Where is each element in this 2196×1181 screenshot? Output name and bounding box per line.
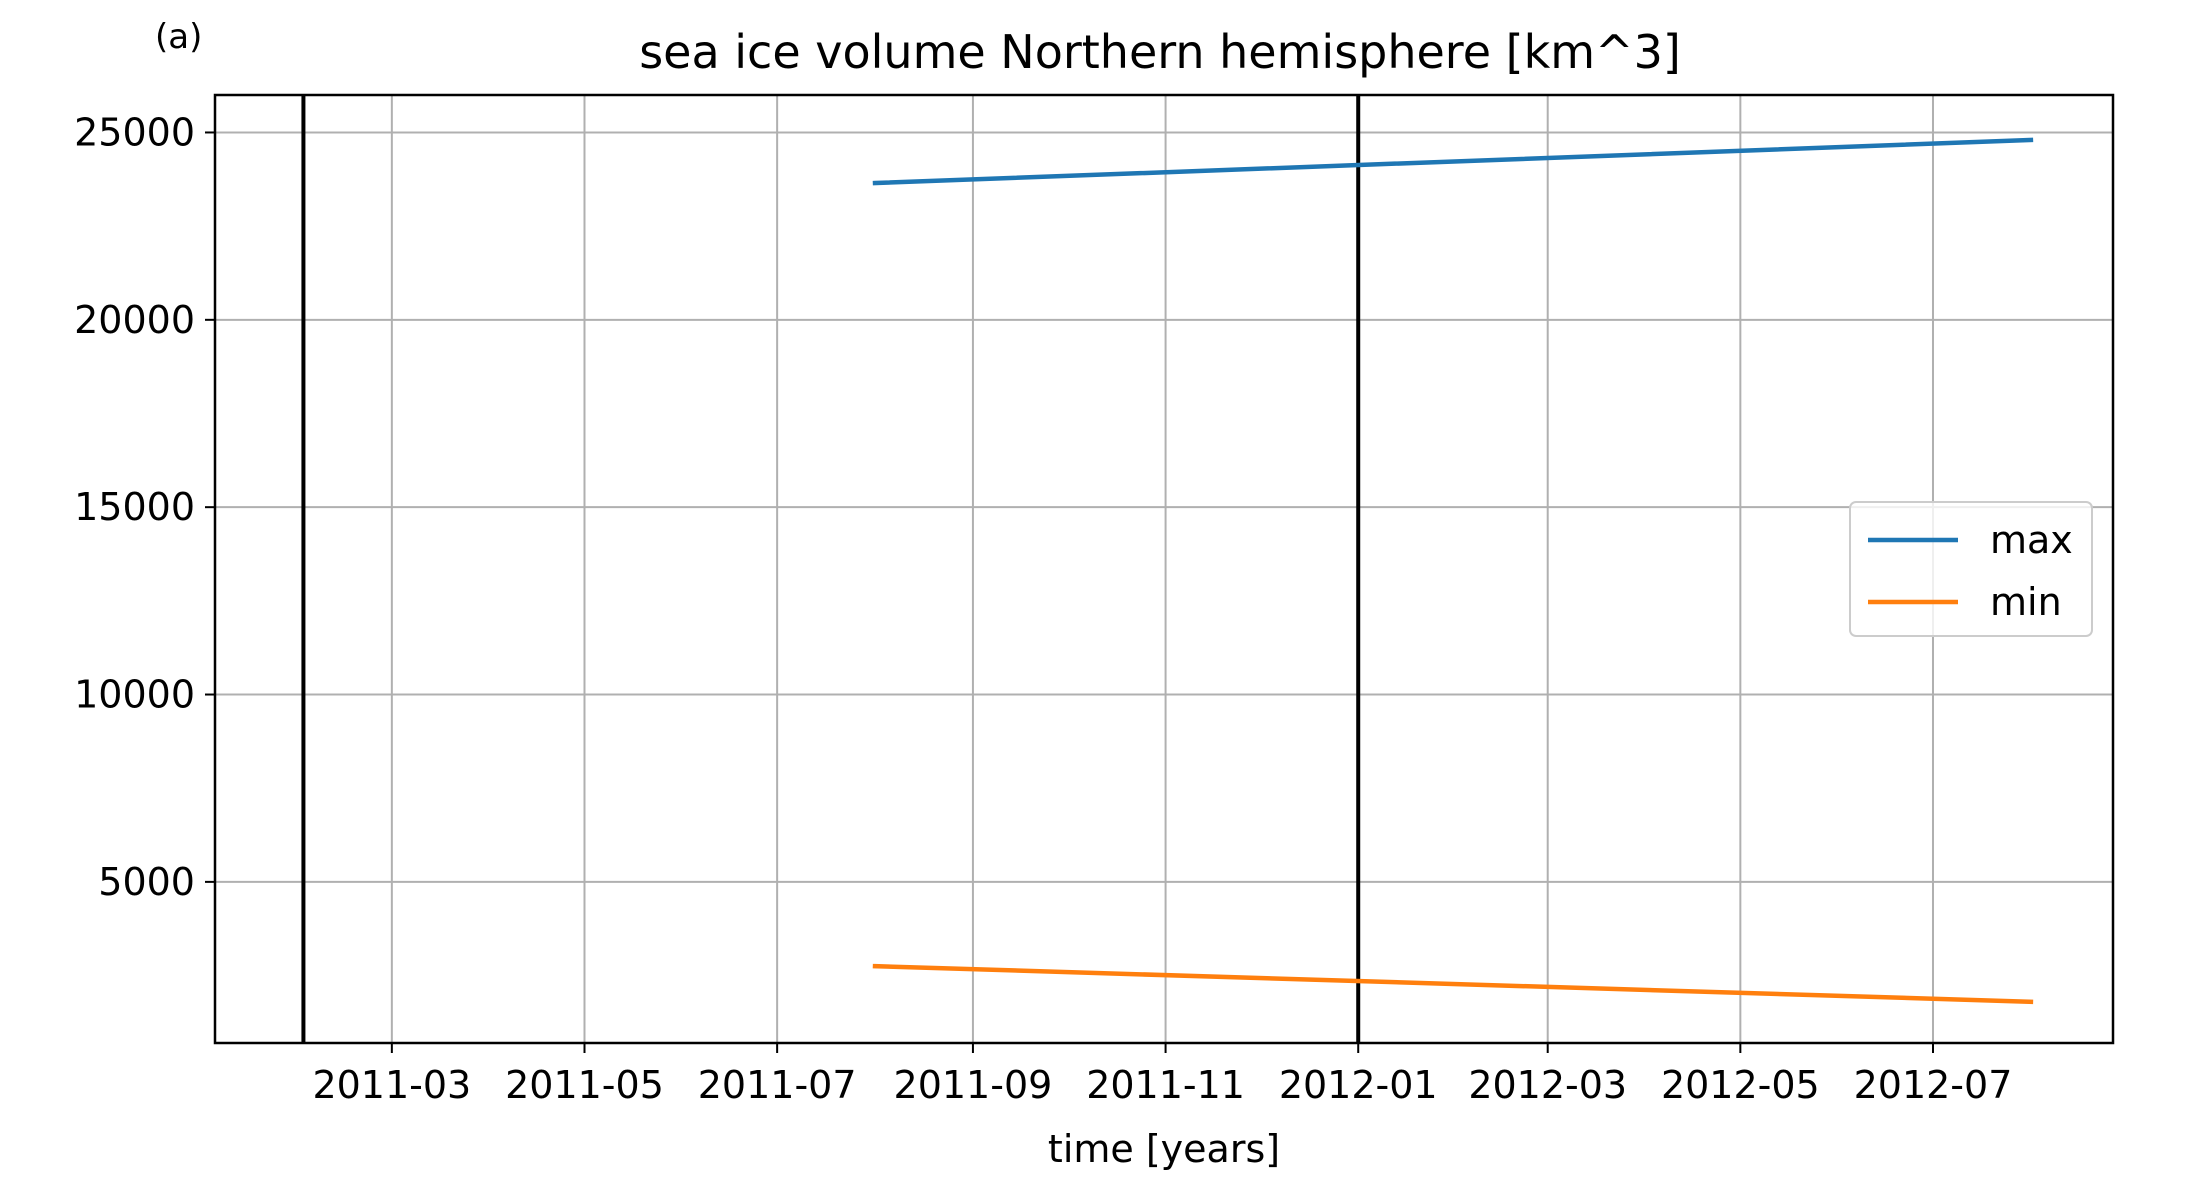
vertical-lines (301, 95, 1361, 1043)
series-line-max (872, 137, 2034, 186)
x-tick-label: 2011-05 (505, 1063, 664, 1107)
x-tick-label: 2011-03 (312, 1063, 471, 1107)
legend-label-min: min (1990, 580, 2062, 624)
y-axis-ticks: 5000 10000 15000 20000 25000 (74, 110, 215, 904)
x-tick-label: 2011-11 (1086, 1063, 1245, 1107)
x-tick-label: 2011-09 (894, 1063, 1053, 1107)
chart-title: sea ice volume Northern hemisphere [km^3… (639, 25, 1681, 79)
y-tick-label: 20000 (74, 298, 195, 342)
panel-label: (a) (155, 17, 202, 57)
legend: max min (1849, 501, 2093, 637)
x-tick-label: 2012-05 (1661, 1063, 1820, 1107)
y-tick-label: 25000 (74, 110, 195, 154)
x-axis-ticks: 2011-03 2011-05 2011-07 2011-09 2011-11 2012-… (312, 1043, 2012, 1107)
y-tick-label: 5000 (98, 860, 195, 904)
x-tick-label: 2012-01 (1279, 1063, 1438, 1107)
series-line-min (872, 963, 2034, 1005)
grid (215, 95, 2113, 1043)
y-tick-label: 10000 (74, 673, 195, 717)
x-tick-label: 2011-07 (698, 1063, 857, 1107)
x-axis-label: time [years] (1048, 1127, 1280, 1171)
series-lines (872, 137, 2034, 1005)
y-tick-label: 15000 (74, 485, 195, 529)
x-tick-label: 2012-03 (1468, 1063, 1627, 1107)
legend-label-max: max (1990, 518, 2073, 562)
x-tick-label: 2012-07 (1854, 1063, 2013, 1107)
plot-frame (213, 93, 2115, 1045)
